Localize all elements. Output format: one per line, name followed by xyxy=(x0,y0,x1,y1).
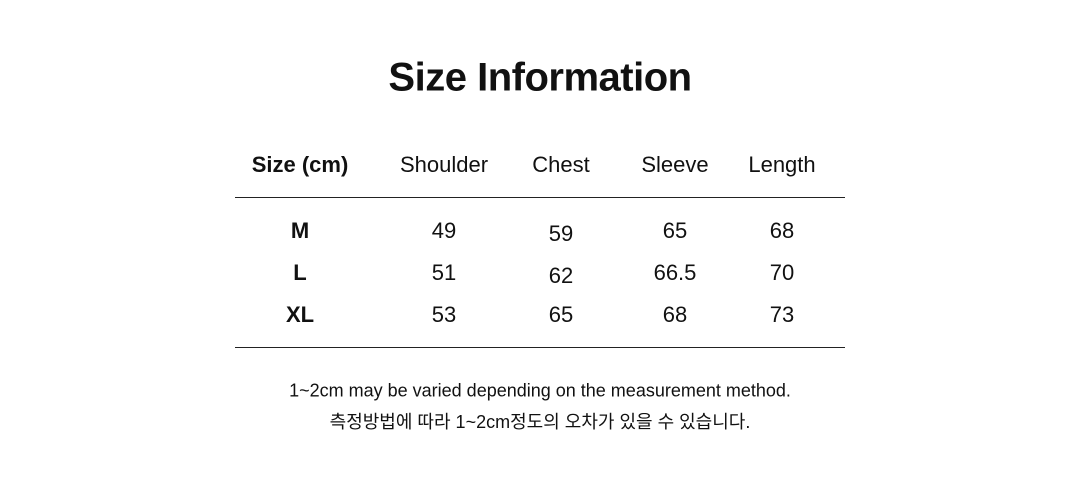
cell-chest: 65 xyxy=(548,302,574,327)
column-header-chest: Chest xyxy=(532,152,590,177)
cell-shoulder: 53 xyxy=(431,302,457,327)
column-header-length: Length xyxy=(748,152,816,177)
cell-size: L xyxy=(293,260,307,285)
cell-size: XL xyxy=(285,302,315,327)
column-header-shoulder: Shoulder xyxy=(399,152,489,177)
cell-length: 73 xyxy=(769,302,795,327)
cell-sleeve: 68 xyxy=(662,302,688,327)
table-bottom-divider xyxy=(235,347,845,348)
cell-sleeve: 66.5 xyxy=(653,260,697,285)
cell-shoulder: 49 xyxy=(431,218,457,243)
cell-chest: 59 xyxy=(548,221,574,246)
cell-size: M xyxy=(290,218,310,243)
measurement-note-korean: 측정방법에 따라 1~2cm정도의 오차가 있을 수 있습니다. xyxy=(329,412,751,432)
cell-chest: 62 xyxy=(548,263,574,288)
page-title: Size Information xyxy=(388,55,692,100)
column-header-sleeve: Sleeve xyxy=(641,152,709,177)
cell-shoulder: 51 xyxy=(431,260,457,285)
header-divider xyxy=(235,197,845,198)
cell-sleeve: 65 xyxy=(662,218,688,243)
cell-length: 70 xyxy=(769,260,795,285)
column-header-size: Size (cm) xyxy=(251,152,349,177)
cell-length: 68 xyxy=(769,218,795,243)
measurement-note-english: 1~2cm may be varied depending on the mea… xyxy=(289,380,791,401)
